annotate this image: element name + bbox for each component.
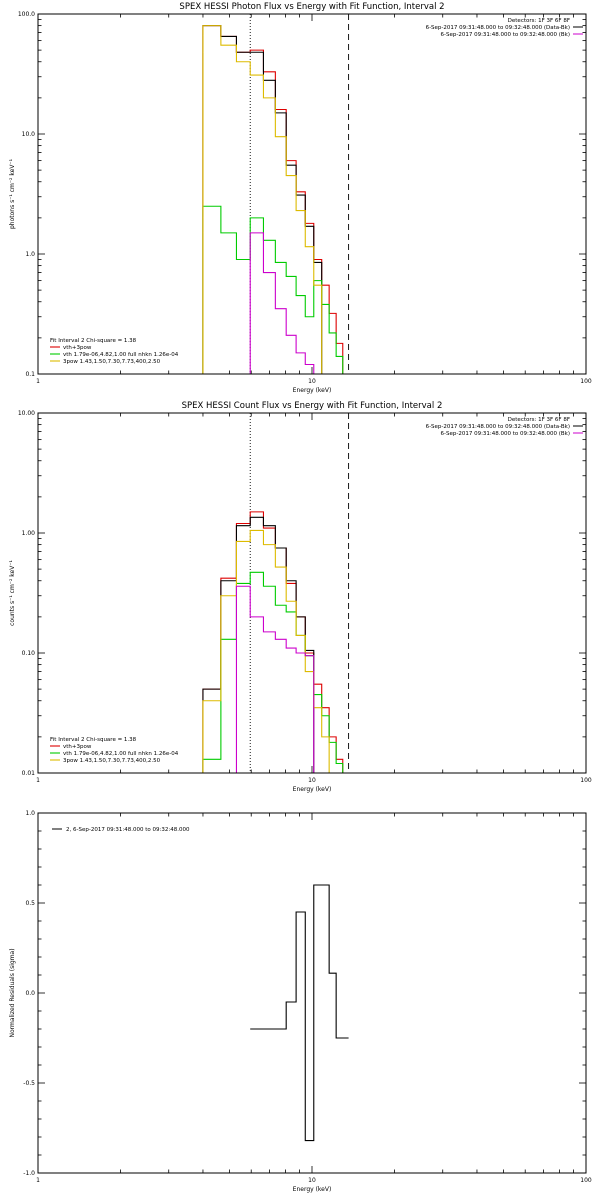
x-axis-label: Energy (keV) bbox=[293, 786, 332, 793]
y-tick-label: 10.0 bbox=[22, 131, 36, 138]
y-tick-label: -1.0 bbox=[23, 1170, 35, 1177]
x-axis-label: Energy (keV) bbox=[293, 1186, 332, 1193]
legend-entry: 3pow 1.43,1.50,7.30,7.73,400,2.50 bbox=[63, 758, 161, 764]
info-line: 6-Sep-2017 09:31:48.000 to 09:32:48.000 … bbox=[441, 431, 571, 437]
x-tick-label: 1 bbox=[36, 378, 40, 385]
legend-entry: vth 1.79e-06,4.82,1.00 full nhkn 1.26e-0… bbox=[63, 751, 179, 757]
y-tick-label: 1.0 bbox=[25, 251, 35, 258]
series-group bbox=[202, 511, 344, 773]
series-line-data-bk bbox=[202, 516, 315, 773]
series-line-bk bbox=[235, 585, 315, 773]
y-axis-label: photons s⁻¹ cm⁻² keV⁻¹ bbox=[9, 158, 16, 229]
series-line-residuals bbox=[250, 884, 349, 1142]
x-tick-label: 10 bbox=[308, 1177, 316, 1184]
y-tick-label: 1.0 bbox=[25, 810, 35, 817]
y-tick-label: 0.1 bbox=[25, 371, 35, 378]
x-tick-label: 10 bbox=[308, 378, 316, 385]
y-tick-label: 100.0 bbox=[18, 11, 35, 18]
series-group bbox=[250, 884, 349, 1142]
x-tick-label: 100 bbox=[580, 777, 592, 784]
info-line: Detectors: 1F 3F 6F 8F bbox=[508, 417, 570, 423]
plot-frame bbox=[37, 412, 587, 774]
x-axis-label: Energy (keV) bbox=[293, 387, 332, 394]
count-flux-panel: SPEX HESSI Count Flux vs Energy with Fit… bbox=[9, 401, 592, 793]
series-line-bk bbox=[249, 232, 322, 374]
info-line: 6-Sep-2017 09:31:48.000 to 09:32:48.000 … bbox=[441, 32, 571, 38]
plot-frame bbox=[37, 13, 587, 375]
chart-title: SPEX HESSI Photon Flux vs Energy with Fi… bbox=[179, 2, 444, 12]
y-tick-label: -0.5 bbox=[23, 1080, 35, 1087]
y-tick-label: 0.10 bbox=[22, 650, 36, 657]
chart-title: SPEX HESSI Count Flux vs Energy with Fit… bbox=[182, 401, 443, 411]
x-tick-label: 100 bbox=[580, 378, 592, 385]
series-group bbox=[202, 25, 360, 374]
series-line-vth bbox=[202, 205, 360, 374]
y-tick-label: 0.5 bbox=[25, 900, 35, 907]
x-tick-label: 10 bbox=[308, 777, 316, 784]
x-tick-label: 100 bbox=[580, 1177, 592, 1184]
y-axis-label: Normalized Residuals (sigma) bbox=[9, 948, 16, 1037]
y-tick-label: 10.00 bbox=[18, 410, 35, 417]
legend-entry: vth 1.79e-06,4.82,1.00 full nhkn 1.26e-0… bbox=[63, 352, 179, 358]
photon-flux-panel: SPEX HESSI Photon Flux vs Energy with Fi… bbox=[9, 2, 592, 394]
y-tick-label: 1.00 bbox=[22, 530, 36, 537]
legend-entry: 2, 6-Sep-2017 09:31:48.000 to 09:32:48.0… bbox=[66, 827, 190, 833]
series-line-3pow bbox=[202, 25, 330, 374]
info-line: Detectors: 1F 3F 6F 8F bbox=[508, 18, 570, 24]
legend-title: Fit Interval 2 Chi-square = 1.38 bbox=[50, 338, 137, 344]
info-line: 6-Sep-2017 09:31:48.000 to 09:32:48.000 … bbox=[426, 25, 570, 31]
x-tick-label: 1 bbox=[36, 777, 40, 784]
y-tick-label: 0.01 bbox=[22, 770, 36, 777]
legend-title: Fit Interval 2 Chi-square = 1.38 bbox=[50, 737, 137, 743]
legend-entry: vth+3pow bbox=[63, 345, 92, 351]
y-tick-label: 0.0 bbox=[25, 990, 35, 997]
plot-frame bbox=[37, 812, 587, 1174]
info-line: 6-Sep-2017 09:31:48.000 to 09:32:48.000 … bbox=[426, 424, 570, 430]
legend-entry: 3pow 1.43,1.50,7.30,7.73,400,2.50 bbox=[63, 359, 161, 365]
x-tick-label: 1 bbox=[36, 1177, 40, 1184]
legend-entry: vth+3pow bbox=[63, 744, 92, 750]
y-axis-label: counts s⁻¹ cm⁻² keV⁻¹ bbox=[9, 560, 16, 626]
residuals-panel: 1 10 100 -1.0 -0.5 0.0 0.5 1.0 Energy (keV) Norma… bbox=[9, 810, 592, 1193]
